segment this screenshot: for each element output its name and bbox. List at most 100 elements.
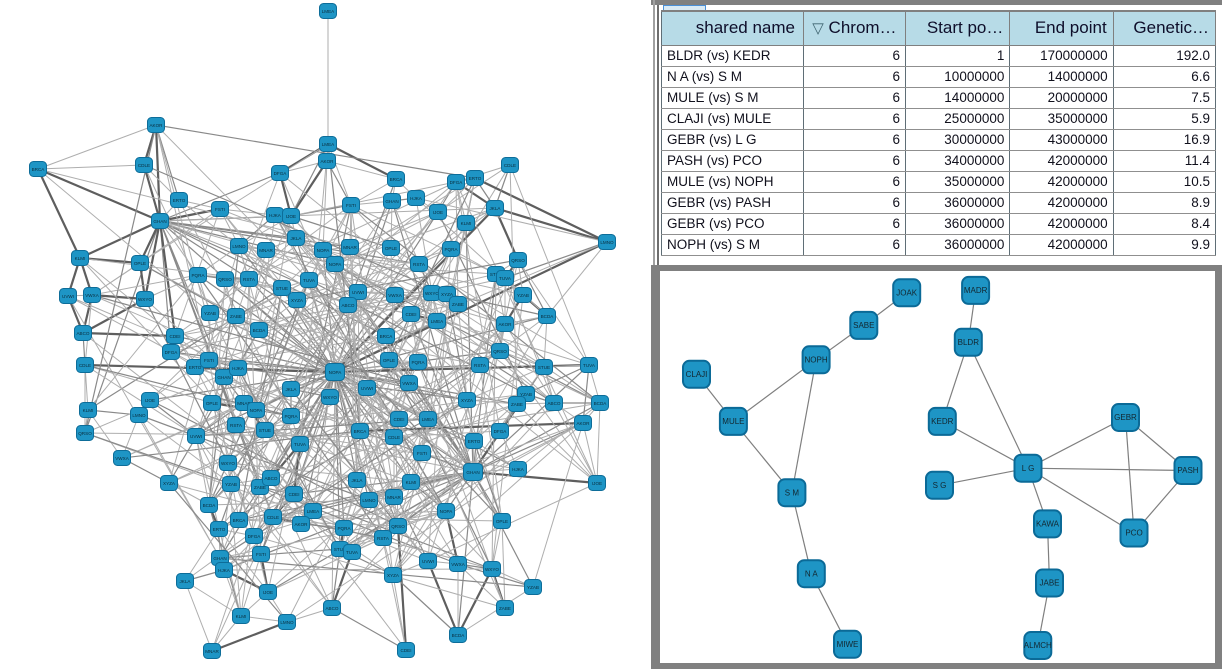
svg-text:NOPA: NOPA	[440, 509, 454, 514]
svg-text:UVWI: UVWI	[190, 434, 202, 439]
svg-text:BCDA: BCDA	[594, 401, 608, 406]
svg-text:ABCO: ABCO	[325, 606, 338, 611]
svg-text:GHAN: GHAN	[385, 199, 398, 204]
svg-text:TUVA: TUVA	[499, 276, 512, 281]
svg-text:CDEI: CDEI	[289, 492, 300, 497]
svg-text:WXYO: WXYO	[138, 297, 152, 302]
svg-text:RSTA: RSTA	[243, 277, 256, 282]
svg-text:AKOR: AKOR	[294, 522, 308, 527]
svg-text:GHAN: GHAN	[213, 556, 226, 561]
svg-text:WXYO: WXYO	[485, 567, 499, 572]
svg-text:ERTO: ERTO	[189, 365, 202, 370]
svg-text:PQRA: PQRA	[337, 526, 351, 531]
svg-text:ZABE: ZABE	[511, 402, 523, 407]
svg-text:DFGA: DFGA	[248, 534, 262, 539]
svg-text:DFGA: DFGA	[274, 171, 288, 176]
svg-text:HJKA: HJKA	[410, 196, 423, 201]
svg-text:UVWI: UVWI	[422, 559, 434, 564]
svg-text:CDEI: CDEI	[170, 334, 181, 339]
svg-text:ZABE: ZABE	[499, 606, 511, 611]
svg-text:SABE: SABE	[853, 321, 874, 330]
svg-text:KLMI: KLMI	[406, 480, 417, 485]
svg-text:PQRA: PQRA	[444, 247, 458, 252]
svg-text:WXYO: WXYO	[221, 461, 235, 466]
svg-text:XYZA: XYZA	[461, 398, 474, 403]
svg-text:IJOE: IJOE	[145, 398, 155, 403]
svg-text:CDLE: CDLE	[388, 435, 400, 440]
svg-text:NOPA: NOPA	[250, 408, 264, 413]
svg-text:LMNO: LMNO	[232, 244, 246, 249]
svg-text:YZAB: YZAB	[520, 392, 532, 397]
svg-text:MNAR: MNAR	[237, 401, 251, 406]
svg-text:JKLA: JKLA	[286, 387, 298, 392]
svg-text:PQRA: PQRA	[411, 360, 425, 365]
svg-text:BRCA: BRCA	[390, 177, 404, 182]
svg-text:FSTI: FSTI	[204, 358, 214, 363]
svg-text:RSTA: RSTA	[230, 423, 243, 428]
svg-text:S M: S M	[785, 488, 800, 497]
svg-text:IJOE: IJOE	[592, 481, 602, 486]
svg-text:IJOE: IJOE	[286, 214, 296, 219]
svg-text:CDEI: CDEI	[406, 312, 417, 317]
svg-text:FSTI: FSTI	[417, 451, 427, 456]
svg-text:ERTO: ERTO	[213, 527, 226, 532]
svg-text:UVWI: UVWI	[62, 294, 74, 299]
svg-text:L G: L G	[1022, 464, 1035, 473]
svg-text:QRSO: QRSO	[218, 277, 232, 282]
svg-text:LMNO: LMNO	[280, 620, 294, 625]
svg-text:LMEA: LMEA	[431, 319, 444, 324]
svg-text:NOPH: NOPH	[805, 355, 828, 364]
svg-text:CDLE: CDLE	[267, 515, 279, 520]
svg-text:BCDA: BCDA	[452, 633, 466, 638]
svg-text:TUVA: TUVA	[303, 278, 316, 283]
svg-text:XYZA: XYZA	[291, 298, 304, 303]
svg-text:BLDR: BLDR	[958, 338, 980, 347]
svg-text:NOPA: NOPA	[329, 370, 343, 375]
svg-text:AKOR: AKOR	[149, 123, 163, 128]
svg-text:CDLE: CDLE	[504, 163, 516, 168]
svg-text:ZABE: ZABE	[452, 302, 464, 307]
svg-text:DFGA: DFGA	[165, 350, 179, 355]
svg-text:MIWE: MIWE	[837, 640, 859, 649]
svg-text:XYZA: XYZA	[387, 573, 400, 578]
svg-text:DFGA: DFGA	[494, 429, 508, 434]
svg-text:ZABE: ZABE	[254, 485, 266, 490]
svg-text:HJKA: HJKA	[512, 467, 525, 472]
svg-text:LMEA: LMEA	[422, 417, 435, 422]
svg-text:HJKA: HJKA	[269, 213, 282, 218]
svg-text:ABCO: ABCO	[264, 476, 277, 481]
svg-text:GHAN: GHAN	[153, 219, 166, 224]
svg-text:BRCA: BRCA	[380, 334, 394, 339]
svg-text:VWXA: VWXA	[85, 293, 99, 298]
svg-text:KLMI: KLMI	[75, 256, 86, 261]
svg-text:WXYO: WXYO	[323, 395, 337, 400]
svg-text:PASH: PASH	[1177, 466, 1198, 475]
svg-text:CDLE: CDLE	[79, 363, 91, 368]
svg-text:GHAN: GHAN	[217, 375, 230, 380]
svg-text:FSTI: FSTI	[215, 207, 225, 212]
svg-text:FSTI: FSTI	[346, 203, 356, 208]
svg-text:PQRA: PQRA	[284, 414, 298, 419]
svg-text:MNAR: MNAR	[387, 495, 401, 500]
svg-text:GHAN: GHAN	[466, 470, 479, 475]
svg-text:GEBR: GEBR	[1114, 413, 1137, 422]
svg-text:QRSO: QRSO	[391, 524, 405, 529]
svg-text:QRSO: QRSO	[493, 349, 507, 354]
svg-text:ZABE: ZABE	[230, 314, 242, 319]
svg-text:LMNO: LMNO	[132, 413, 146, 418]
svg-text:BRCA: BRCA	[233, 518, 247, 523]
svg-text:MNAR: MNAR	[259, 248, 273, 253]
svg-text:VWXA: VWXA	[115, 456, 129, 461]
svg-text:PQRA: PQRA	[191, 273, 205, 278]
svg-text:QRSO: QRSO	[78, 431, 92, 436]
svg-text:OPLE: OPLE	[496, 519, 508, 524]
svg-text:S G: S G	[933, 481, 947, 490]
svg-text:CDEI: CDEI	[394, 417, 405, 422]
svg-text:AKOR: AKOR	[320, 159, 334, 164]
svg-text:LMEA: LMEA	[322, 9, 335, 14]
svg-text:BRCA: BRCA	[32, 167, 46, 172]
svg-text:LMNO: LMNO	[600, 240, 614, 245]
svg-text:CDLE: CDLE	[138, 163, 150, 168]
svg-text:KAWA: KAWA	[1036, 520, 1060, 529]
svg-text:JKLA: JKLA	[180, 579, 192, 584]
